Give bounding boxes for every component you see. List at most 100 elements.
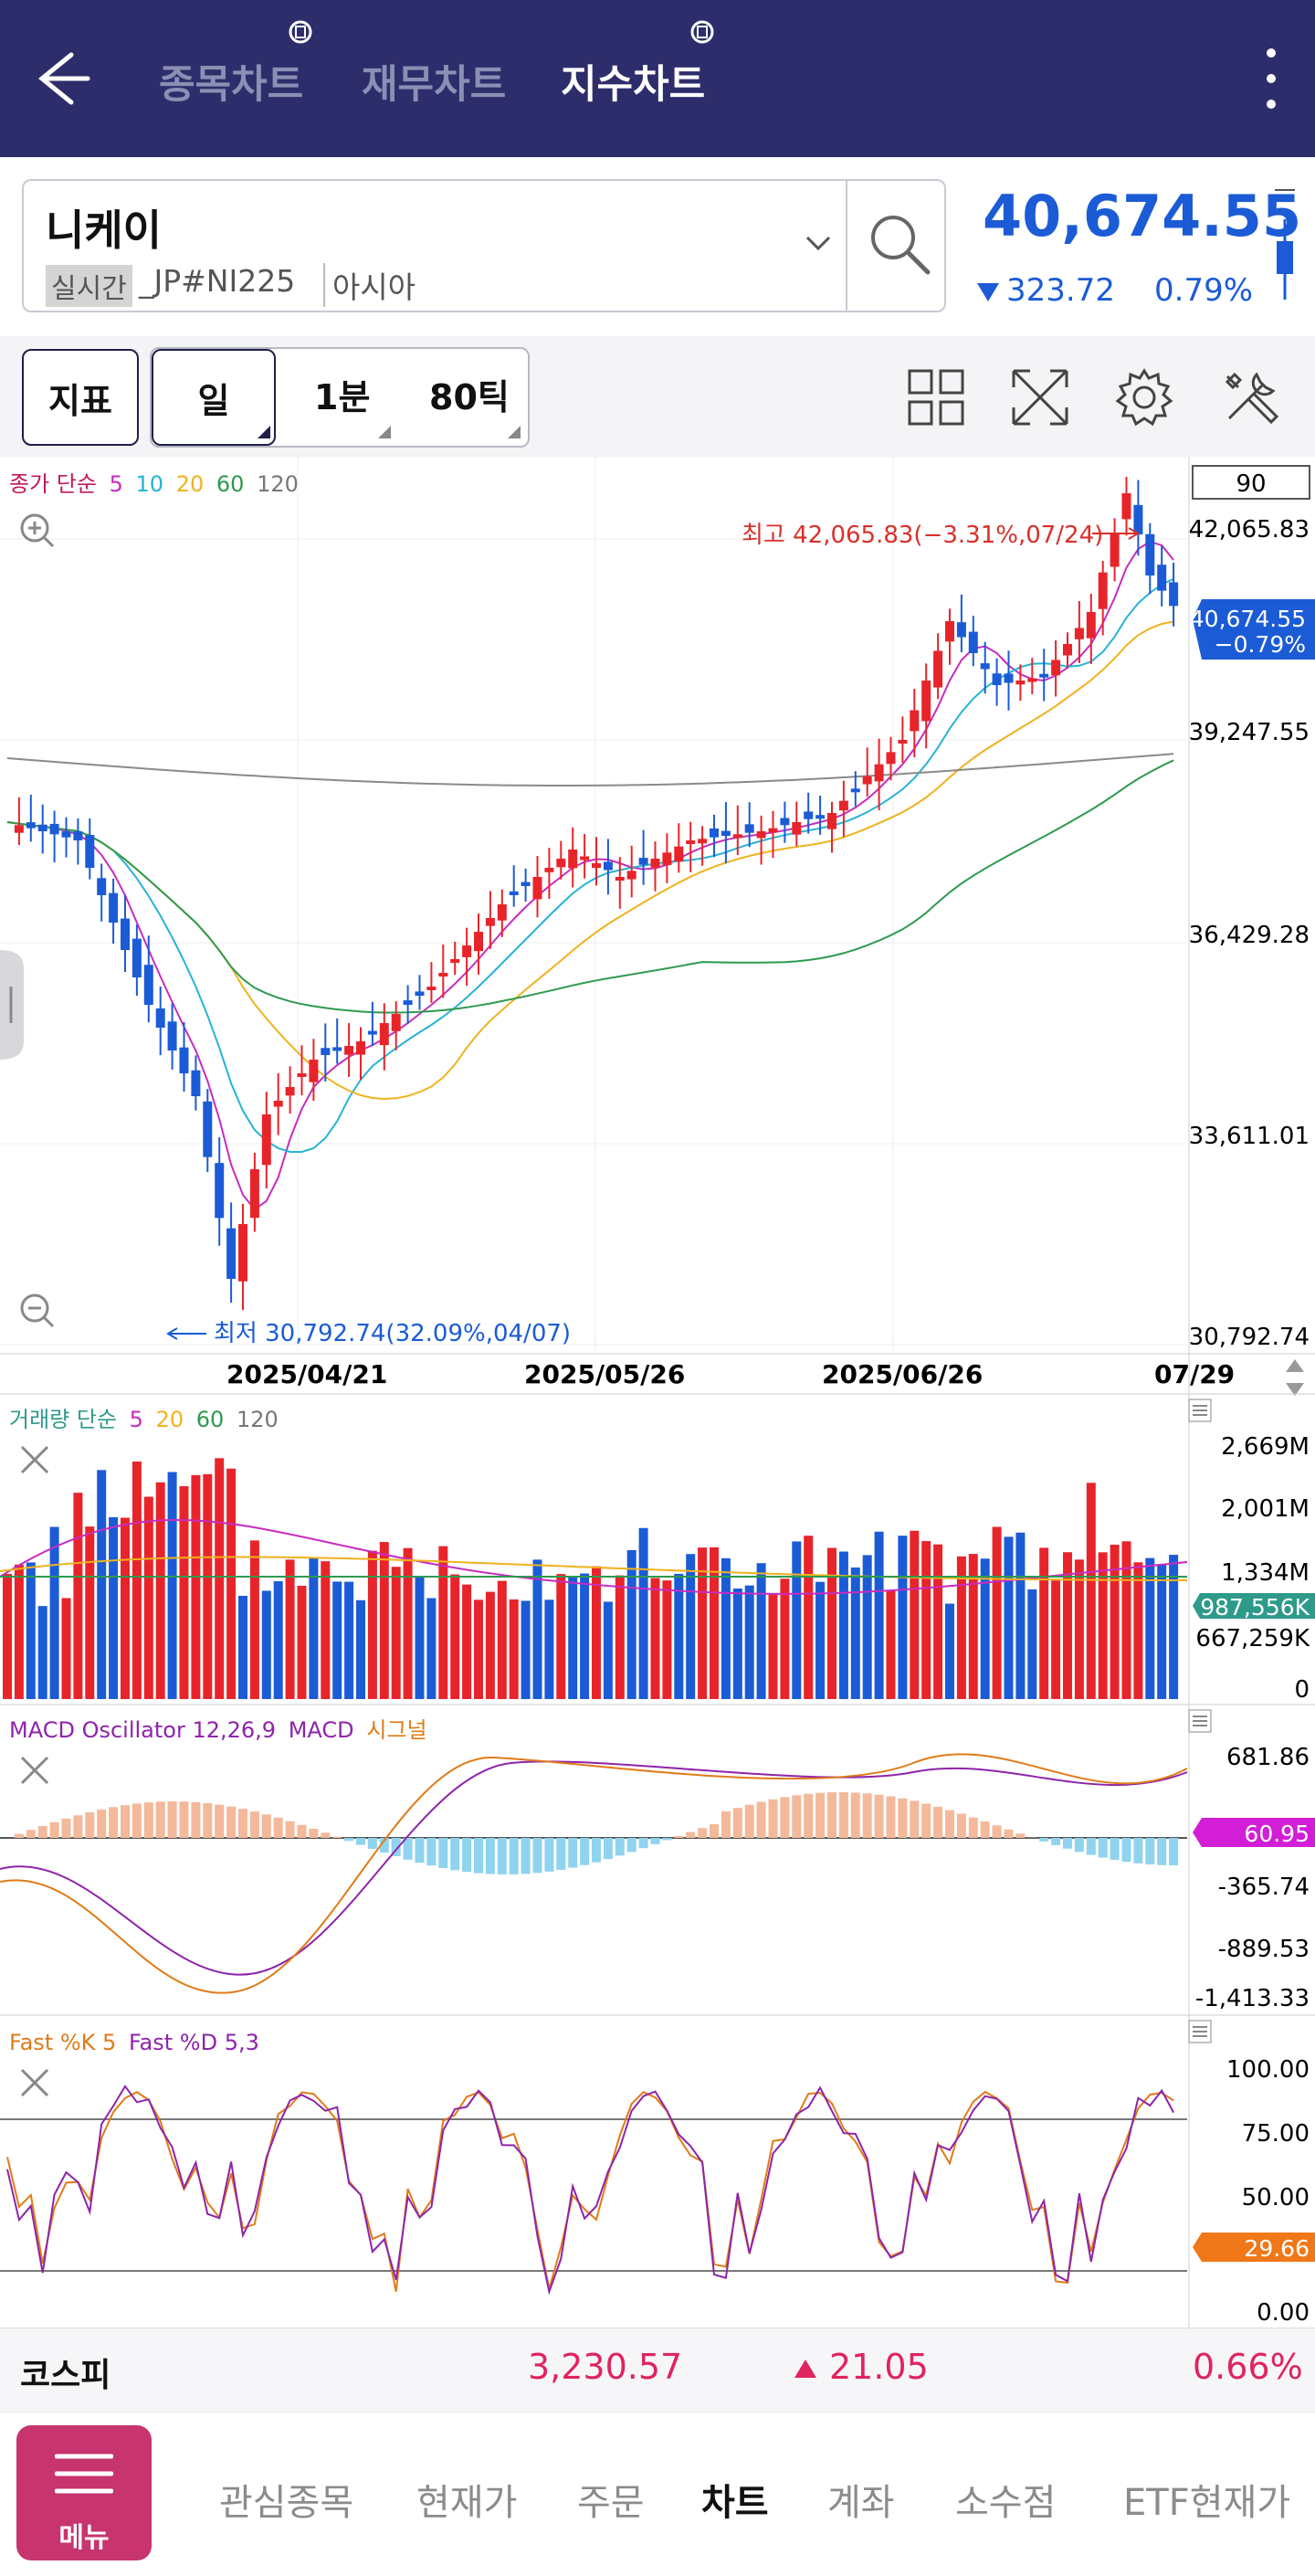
oscillator-bar <box>367 1838 377 1849</box>
stochastic-lines <box>6 2085 1174 2296</box>
oscillator-bar <box>191 1801 201 1838</box>
volume-bar <box>1145 1557 1155 1699</box>
candle-body <box>1110 533 1120 567</box>
pane-menu-icon[interactable] <box>1188 1399 1212 1422</box>
oscillator-bar <box>403 1838 413 1860</box>
indicator-button[interactable]: 지표 <box>22 349 139 446</box>
pane-menu-icon[interactable] <box>1188 1709 1212 1733</box>
macd-axis-label: -365.74 <box>1218 1874 1310 1901</box>
volume-bar <box>1004 1536 1014 1699</box>
candle-body <box>662 852 672 865</box>
macd-current-value: 60.95 <box>1244 1821 1310 1847</box>
volume-bar <box>980 1558 990 1699</box>
candle-body <box>403 1000 413 1005</box>
oscillator-bar <box>167 1801 177 1838</box>
oscillator-bar <box>756 1801 766 1838</box>
tab-stock-chart[interactable]: 종목차트 <box>159 62 304 108</box>
candle-body <box>415 991 425 996</box>
volume-bar <box>344 1581 354 1699</box>
volume-bar <box>732 1589 742 1699</box>
candle-body <box>155 1008 165 1028</box>
nav-account[interactable]: 계좌 <box>827 2482 895 2524</box>
close-pane-icon[interactable] <box>20 1756 49 1785</box>
resize-updown-icon[interactable] <box>1286 1359 1304 1396</box>
oscillator-bar <box>945 1810 954 1838</box>
zoom-out-icon[interactable] <box>20 1293 55 1328</box>
corner-indicator <box>258 426 270 438</box>
volume-bar <box>285 1559 295 1699</box>
nav-chart[interactable]: 차트 <box>701 2482 769 2524</box>
fullscreen-icon[interactable] <box>1006 364 1074 431</box>
volume-bar <box>1039 1547 1049 1699</box>
volume-bar <box>203 1473 213 1699</box>
volume-bar <box>1063 1552 1072 1699</box>
candle-body <box>568 850 578 869</box>
candle-body <box>874 764 884 782</box>
sync-icon <box>690 20 714 44</box>
candle-body <box>238 1224 247 1282</box>
zoom-in-icon[interactable] <box>20 513 55 548</box>
nav-fractional[interactable]: 소수점 <box>955 2482 1057 2524</box>
oscillator-bar <box>544 1838 554 1872</box>
candle-body <box>1121 493 1131 520</box>
candle-body <box>462 945 472 957</box>
tools-icon[interactable] <box>1216 364 1284 431</box>
index-ticker-bar[interactable]: 코스피 3,230.57 21.05 0.66% <box>0 2328 1315 2412</box>
back-arrow-icon[interactable] <box>20 42 93 115</box>
candle-body <box>1169 582 1179 607</box>
volume-axis-label: 667,259K <box>1195 1625 1310 1652</box>
nav-current-price[interactable]: 현재가 <box>416 2482 518 2524</box>
chevron-down-icon[interactable] <box>800 225 836 261</box>
more-vertical-icon[interactable] <box>1258 46 1284 111</box>
candle-body <box>980 663 990 670</box>
oscillator-bar <box>415 1838 425 1863</box>
menu-button[interactable]: 메뉴 <box>16 2425 152 2560</box>
price-axis-label: 33,611.01 <box>1189 1123 1310 1150</box>
bar-count-box[interactable] <box>1192 465 1310 500</box>
high-arrow-icon <box>1092 527 1140 540</box>
close-pane-icon[interactable] <box>20 2068 49 2097</box>
nav-etf-price[interactable]: ETF현재가 <box>1123 2482 1291 2524</box>
oscillator-bar <box>921 1803 931 1838</box>
candle-body <box>792 822 802 835</box>
volume-bar <box>580 1573 590 1699</box>
oscillator-bar <box>650 1838 660 1844</box>
volume-bar <box>898 1536 908 1699</box>
oscillator-bar <box>179 1801 189 1838</box>
volume-bar <box>415 1576 425 1699</box>
stochastic-current-value: 29.66 <box>1244 2235 1310 2262</box>
macd-current-tag <box>1193 1818 1315 1847</box>
candle-body <box>744 824 754 833</box>
price-change-percent: 0.79% <box>1154 272 1254 309</box>
candle-body <box>426 987 437 990</box>
tab-financial-chart[interactable]: 재무차트 <box>362 62 507 108</box>
nav-watchlist[interactable]: 관심종목 <box>219 2482 354 2524</box>
volume-bar <box>485 1591 495 1699</box>
oscillator-bar <box>1051 1838 1061 1845</box>
chart-area[interactable]: 종가 단순 5 10 20 60 120 90 42,065.83 39,247… <box>0 457 1315 2328</box>
volume-bar <box>838 1551 848 1699</box>
period-tick-button[interactable]: 80틱 <box>429 377 510 417</box>
close-pane-icon[interactable] <box>20 1445 49 1474</box>
nav-order[interactable]: 주문 <box>577 2482 645 2524</box>
layout-grid-icon[interactable] <box>902 364 970 431</box>
volume-bar <box>874 1531 884 1699</box>
price-axis-label: 30,792.74 <box>1189 1324 1310 1351</box>
tab-index-chart[interactable]: 지수차트 <box>561 62 706 108</box>
pane-menu-icon[interactable] <box>1188 2020 1212 2043</box>
volume-bar <box>85 1526 95 1699</box>
macd-axis-label: -1,413.33 <box>1195 1985 1310 2012</box>
volume-bar <box>332 1581 342 1699</box>
oscillator-bar <box>155 1801 165 1838</box>
corner-indicator <box>378 426 391 438</box>
period-minute-button[interactable]: 1분 <box>314 377 371 417</box>
volume-bar <box>710 1547 719 1699</box>
search-icon[interactable] <box>864 208 937 281</box>
candle-body <box>686 840 696 844</box>
period-day-button[interactable]: 일 <box>152 349 276 446</box>
oscillator-bar <box>815 1792 826 1838</box>
settings-gear-icon[interactable] <box>1110 364 1178 431</box>
index-change: 21.05 <box>829 2347 929 2387</box>
symbol-selector[interactable]: 니케이 실시간 _JP#NI225 아시아 <box>22 179 946 312</box>
index-change-percent: 0.66% <box>1193 2347 1303 2387</box>
